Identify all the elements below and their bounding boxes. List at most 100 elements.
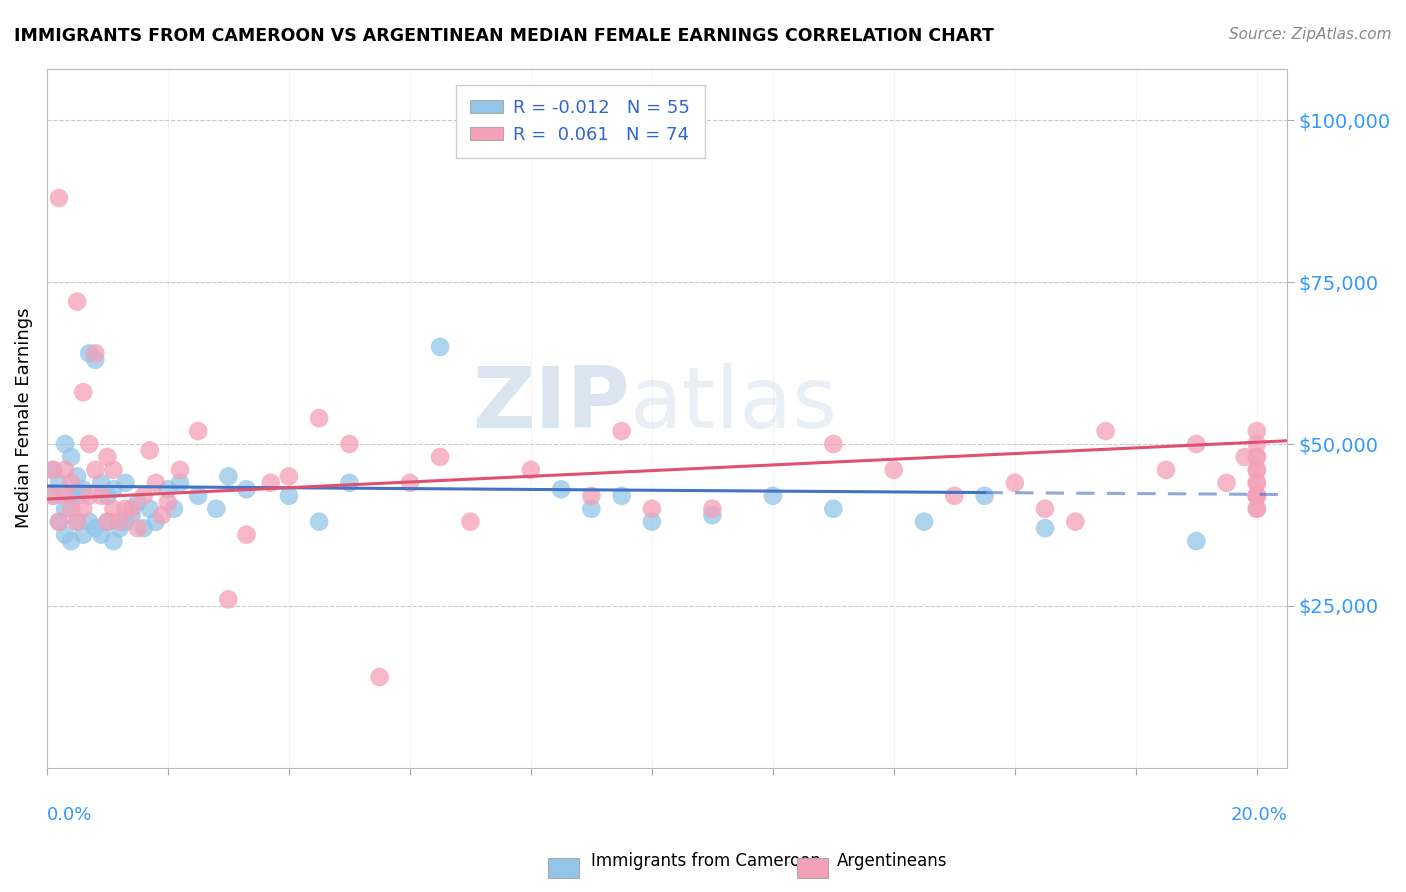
Point <box>1033 521 1056 535</box>
Point <box>114 475 136 490</box>
Point <box>520 463 543 477</box>
Point <box>66 294 89 309</box>
Point <box>308 515 330 529</box>
Point <box>641 515 664 529</box>
Point <box>72 385 94 400</box>
Point <box>610 424 633 438</box>
Point <box>1246 489 1268 503</box>
Point <box>84 463 107 477</box>
Point <box>145 515 167 529</box>
Point <box>90 489 112 503</box>
Text: atlas: atlas <box>630 363 838 446</box>
Point <box>60 489 83 503</box>
Point <box>132 489 155 503</box>
Point <box>66 515 89 529</box>
Point <box>1246 463 1268 477</box>
Text: Argentineans: Argentineans <box>837 852 948 870</box>
Point <box>53 463 76 477</box>
Point <box>823 501 845 516</box>
Point <box>235 483 257 497</box>
Point <box>108 515 131 529</box>
Point <box>121 508 143 523</box>
Point <box>460 515 482 529</box>
Point <box>96 515 118 529</box>
Point <box>127 521 149 535</box>
Point <box>53 501 76 516</box>
Point <box>217 469 239 483</box>
Point <box>973 489 995 503</box>
Point <box>1185 437 1208 451</box>
Point <box>53 527 76 541</box>
Point <box>368 670 391 684</box>
Point <box>127 495 149 509</box>
Point <box>169 463 191 477</box>
Point <box>581 489 603 503</box>
Point <box>277 489 299 503</box>
Point <box>108 521 131 535</box>
Point <box>163 501 186 516</box>
Point <box>702 508 724 523</box>
Text: IMMIGRANTS FROM CAMEROON VS ARGENTINEAN MEDIAN FEMALE EARNINGS CORRELATION CHART: IMMIGRANTS FROM CAMEROON VS ARGENTINEAN … <box>14 27 994 45</box>
Point <box>48 191 70 205</box>
Point <box>77 515 100 529</box>
Point <box>60 475 83 490</box>
Text: 20.0%: 20.0% <box>1230 806 1286 824</box>
Text: Source: ZipAtlas.com: Source: ZipAtlas.com <box>1229 27 1392 42</box>
Point <box>42 489 65 503</box>
Point <box>1004 475 1026 490</box>
Point <box>1246 437 1268 451</box>
Point <box>103 501 125 516</box>
Point <box>42 463 65 477</box>
Point <box>103 463 125 477</box>
Point <box>72 483 94 497</box>
Point <box>103 534 125 549</box>
Text: ZIP: ZIP <box>472 363 630 446</box>
Point <box>1154 463 1177 477</box>
Point <box>121 501 143 516</box>
Text: 0.0%: 0.0% <box>46 806 93 824</box>
Point <box>610 489 633 503</box>
Point <box>1246 501 1268 516</box>
Point <box>1246 463 1268 477</box>
Point <box>60 450 83 464</box>
Point <box>1246 475 1268 490</box>
Point <box>1064 515 1087 529</box>
Point <box>72 501 94 516</box>
Point <box>84 521 107 535</box>
Point <box>429 340 451 354</box>
Point <box>702 501 724 516</box>
Point <box>883 463 905 477</box>
Point <box>48 515 70 529</box>
Point <box>60 501 83 516</box>
Point <box>72 527 94 541</box>
Point <box>156 495 179 509</box>
Point <box>1246 450 1268 464</box>
Point <box>77 346 100 360</box>
Point <box>138 501 160 516</box>
Point <box>156 483 179 497</box>
Point <box>1094 424 1116 438</box>
Point <box>53 437 76 451</box>
Point <box>90 475 112 490</box>
Point <box>1246 450 1268 464</box>
Point <box>1215 475 1237 490</box>
Point <box>235 527 257 541</box>
Point <box>48 475 70 490</box>
Point <box>550 483 572 497</box>
Point <box>53 489 76 503</box>
Point <box>145 475 167 490</box>
Point <box>187 489 209 503</box>
Point <box>138 443 160 458</box>
Point <box>48 515 70 529</box>
Point <box>150 508 173 523</box>
Point <box>77 489 100 503</box>
Point <box>84 352 107 367</box>
Point <box>42 489 65 503</box>
Point <box>277 469 299 483</box>
Point <box>96 450 118 464</box>
Point <box>1233 450 1256 464</box>
Point <box>823 437 845 451</box>
Point <box>132 521 155 535</box>
Text: Immigrants from Cameroon: Immigrants from Cameroon <box>591 852 820 870</box>
Point <box>103 483 125 497</box>
